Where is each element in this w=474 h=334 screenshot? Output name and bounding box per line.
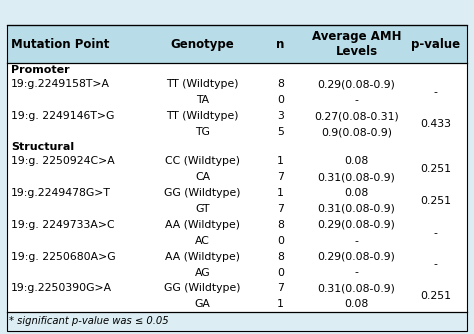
Text: 0.29(0.08-0.9): 0.29(0.08-0.9) (318, 79, 395, 90)
Text: CA: CA (195, 172, 210, 182)
Text: 8: 8 (277, 220, 284, 230)
Text: 0.08: 0.08 (345, 188, 369, 198)
Text: GA: GA (195, 299, 210, 309)
Text: AA (Wildtype): AA (Wildtype) (165, 252, 240, 262)
Text: n: n (276, 38, 285, 51)
Bar (7, 265, 467, 281)
Bar (7, 124, 467, 140)
Text: 0.251: 0.251 (420, 196, 451, 206)
Text: TG: TG (195, 127, 210, 137)
Text: 0.08: 0.08 (345, 299, 369, 309)
Text: TT (Wildtype): TT (Wildtype) (166, 79, 239, 90)
Text: 19:g.2249478G>T: 19:g.2249478G>T (11, 188, 111, 198)
Text: 19:g. 2250680A>G: 19:g. 2250680A>G (11, 252, 116, 262)
Text: * significant p-value was ≤ 0.05: * significant p-value was ≤ 0.05 (9, 316, 169, 326)
Bar (7, 25, 467, 63)
Text: TT (Wildtype): TT (Wildtype) (166, 111, 239, 121)
Text: -: - (434, 260, 438, 270)
Text: 19:g. 2250924C>A: 19:g. 2250924C>A (11, 156, 115, 166)
Text: 0.27(0.08-0.31): 0.27(0.08-0.31) (314, 111, 399, 121)
Text: Promoter: Promoter (11, 65, 70, 75)
Text: Genotype: Genotype (171, 38, 234, 51)
Text: 0: 0 (277, 96, 284, 105)
Text: 0: 0 (277, 236, 284, 246)
Bar (7, 296, 467, 312)
Text: -: - (355, 236, 358, 246)
Text: 1: 1 (277, 156, 284, 166)
Text: 19:g.2250390G>A: 19:g.2250390G>A (11, 284, 112, 294)
Bar (7, 201, 467, 217)
Bar (7, 169, 467, 185)
Text: 0: 0 (277, 268, 284, 278)
Text: 8: 8 (277, 79, 284, 90)
Text: 0.29(0.08-0.9): 0.29(0.08-0.9) (318, 220, 395, 230)
Text: -: - (355, 268, 358, 278)
Text: AA (Wildtype): AA (Wildtype) (165, 220, 240, 230)
Text: Mutation Point: Mutation Point (11, 38, 109, 51)
Text: GG (Wildtype): GG (Wildtype) (164, 284, 241, 294)
Bar (0, 0, 474, 25)
Text: GT: GT (195, 204, 210, 214)
Text: GG (Wildtype): GG (Wildtype) (164, 188, 241, 198)
Text: CC (Wildtype): CC (Wildtype) (165, 156, 240, 166)
Text: 7: 7 (277, 284, 284, 294)
Bar (7, 93, 467, 108)
Text: 5: 5 (277, 127, 284, 137)
Text: -: - (434, 88, 438, 98)
Bar (7, 76, 467, 93)
Text: 0.31(0.08-0.9): 0.31(0.08-0.9) (318, 204, 395, 214)
Text: -: - (434, 228, 438, 238)
Bar (7, 108, 467, 124)
Text: 8: 8 (277, 252, 284, 262)
Text: 0.251: 0.251 (420, 291, 451, 301)
Text: -: - (355, 96, 358, 105)
Bar (7, 140, 467, 153)
Text: TA: TA (196, 96, 209, 105)
Bar (7, 248, 467, 265)
Text: 0.31(0.08-0.9): 0.31(0.08-0.9) (318, 172, 395, 182)
Bar (7, 63, 467, 76)
Text: 0.9(0.08-0.9): 0.9(0.08-0.9) (321, 127, 392, 137)
Text: 0.29(0.08-0.9): 0.29(0.08-0.9) (318, 252, 395, 262)
Text: 1: 1 (277, 188, 284, 198)
Text: 0.433: 0.433 (420, 119, 451, 129)
Text: AG: AG (195, 268, 210, 278)
Text: AC: AC (195, 236, 210, 246)
Bar (7, 233, 467, 248)
Text: 0.31(0.08-0.9): 0.31(0.08-0.9) (318, 284, 395, 294)
Text: 0.08: 0.08 (345, 156, 369, 166)
Text: 7: 7 (277, 172, 284, 182)
Text: 19:g.2249158T>A: 19:g.2249158T>A (11, 79, 110, 90)
Text: 19:g. 2249146T>G: 19:g. 2249146T>G (11, 111, 114, 121)
Bar (7, 281, 467, 296)
Text: Average AMH
Levels: Average AMH Levels (312, 30, 401, 58)
Text: 19:g. 2249733A>C: 19:g. 2249733A>C (11, 220, 115, 230)
Bar (7, 185, 467, 201)
Text: 3: 3 (277, 111, 284, 121)
Text: 0.251: 0.251 (420, 164, 451, 174)
Bar (7, 217, 467, 233)
Text: p-value: p-value (411, 38, 460, 51)
Text: Structural: Structural (11, 142, 74, 152)
Text: 1: 1 (277, 299, 284, 309)
Text: 7: 7 (277, 204, 284, 214)
Bar (7, 153, 467, 169)
